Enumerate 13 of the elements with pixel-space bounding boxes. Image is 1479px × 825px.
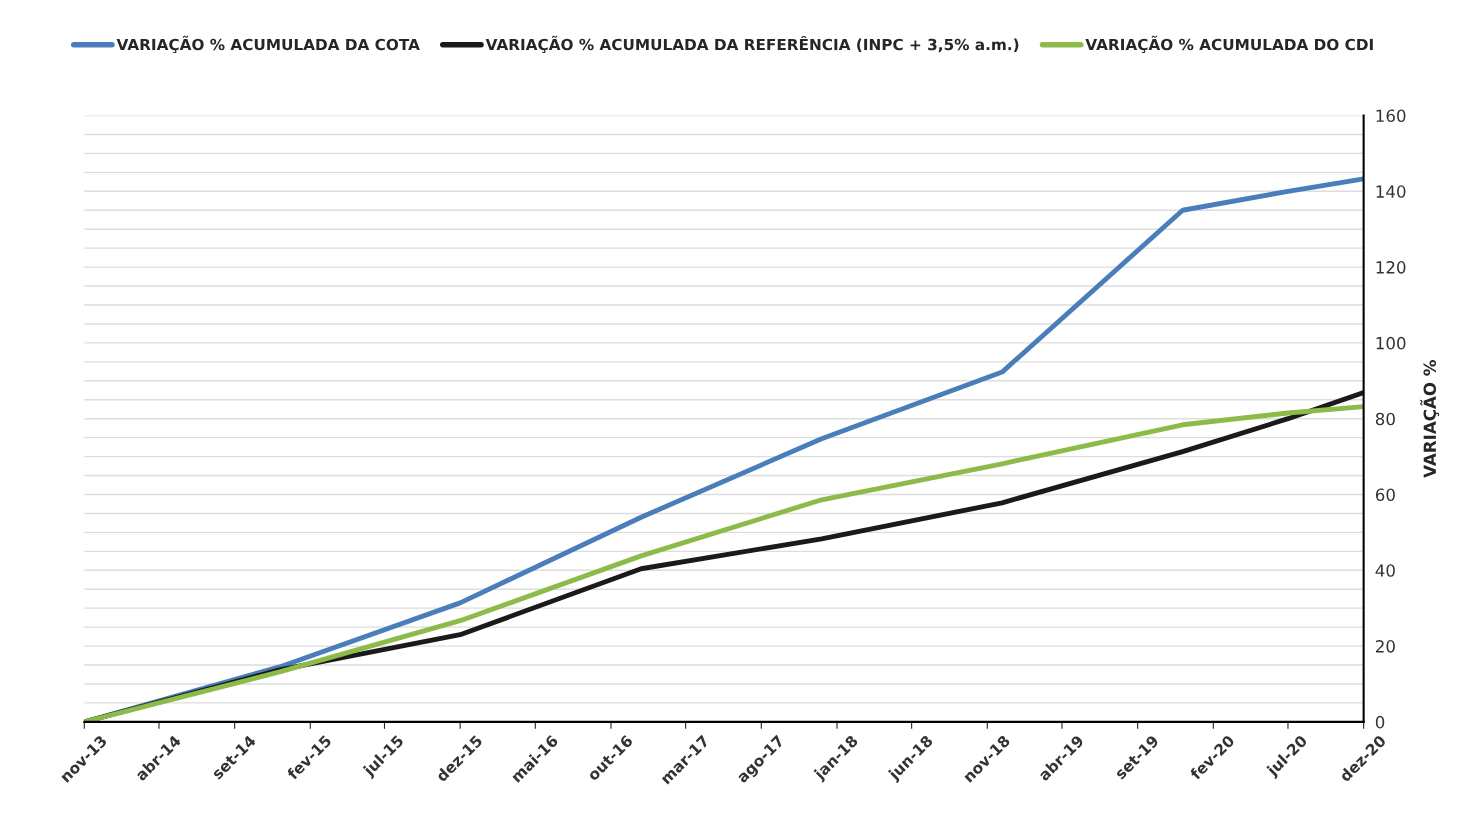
legend-label: VARIAÇÃO % ACUMULADA DO CDI	[1085, 35, 1373, 54]
y-axis-title: VARIAÇÃO %	[1420, 360, 1440, 478]
y-tick-label: 40	[1375, 564, 1395, 577]
y-tick-label: 60	[1375, 488, 1395, 502]
y-tick-label: 20	[1375, 640, 1395, 653]
legend-label: VARIAÇÃO % ACUMULADA DA REFERÊNCIA (INPC + 3,5% a.m.)	[485, 35, 1019, 54]
y-tick-label: 80	[1375, 412, 1395, 426]
legend-label: VARIAÇÃO % ACUMULADA DA COTA	[116, 35, 420, 54]
y-tick-label: 160	[1376, 109, 1406, 123]
y-tick-label: 120	[1376, 261, 1406, 274]
y-tick-label: 0	[1375, 715, 1385, 729]
y-tick-label: 100	[1376, 336, 1406, 350]
y-tick-label: 140	[1376, 185, 1406, 198]
